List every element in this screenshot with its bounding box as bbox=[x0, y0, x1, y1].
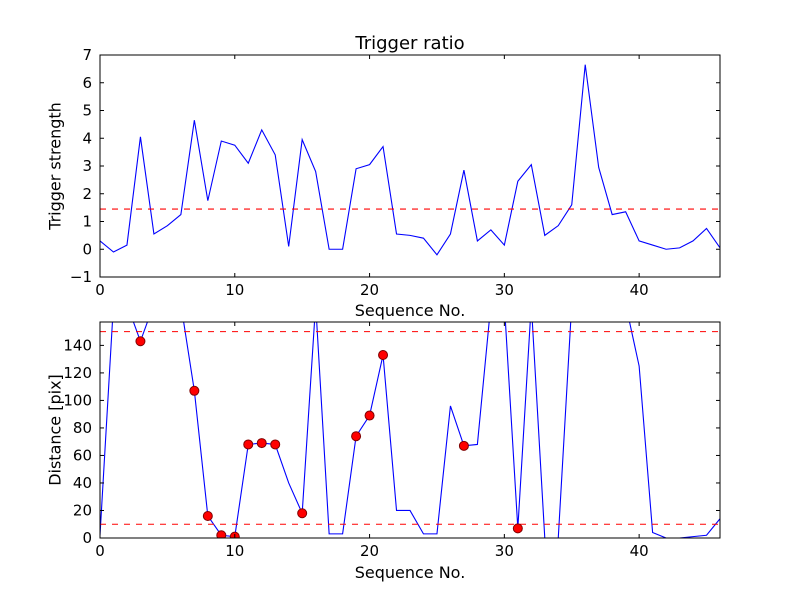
x-tick-label: 10 bbox=[225, 542, 244, 560]
axes-spines bbox=[99, 321, 721, 539]
trigger-marker bbox=[297, 508, 308, 519]
top-x-axis-label: Sequence No. bbox=[354, 301, 466, 320]
y-tick-label: 120 bbox=[63, 364, 92, 382]
trigger-marker bbox=[256, 438, 267, 449]
axes-spines bbox=[99, 54, 721, 278]
trigger-marker bbox=[364, 410, 375, 421]
y-tick-label: 0 bbox=[82, 529, 92, 547]
data-line bbox=[100, 322, 720, 538]
x-tick-label: 30 bbox=[495, 542, 514, 560]
trigger-marker bbox=[351, 431, 362, 442]
y-tick-label: 6 bbox=[82, 74, 92, 92]
y-tick-label: 40 bbox=[73, 474, 92, 492]
trigger-marker bbox=[216, 530, 227, 538]
trigger-marker bbox=[243, 439, 254, 450]
trigger-marker bbox=[512, 523, 523, 534]
trigger-marker bbox=[135, 336, 146, 347]
y-tick-label: 100 bbox=[63, 391, 92, 409]
trigger-marker bbox=[270, 439, 281, 450]
y-tick-label: 80 bbox=[73, 419, 92, 437]
y-tick-label: 0 bbox=[82, 240, 92, 258]
trigger-marker bbox=[458, 440, 469, 451]
trigger-marker bbox=[189, 385, 200, 396]
trigger-marker bbox=[378, 350, 389, 361]
data-line bbox=[100, 64, 720, 256]
x-tick-label: 0 bbox=[95, 542, 105, 560]
y-tick-label: 3 bbox=[82, 157, 92, 175]
y-tick-label: 5 bbox=[82, 102, 92, 120]
x-tick-label: 0 bbox=[95, 281, 105, 299]
y-tick-label: 1 bbox=[82, 213, 92, 231]
x-tick-label: 20 bbox=[360, 542, 379, 560]
y-tick-label: 60 bbox=[73, 446, 92, 464]
y-tick-label: 140 bbox=[63, 336, 92, 354]
trigger-marker bbox=[202, 510, 213, 521]
y-tick-label: −1 bbox=[70, 268, 92, 286]
y-tick-label: 7 bbox=[82, 46, 92, 64]
x-tick-label: 10 bbox=[225, 281, 244, 299]
x-tick-label: 40 bbox=[630, 281, 649, 299]
x-tick-label: 20 bbox=[360, 281, 379, 299]
x-tick-label: 40 bbox=[630, 542, 649, 560]
x-tick-label: 30 bbox=[495, 281, 514, 299]
y-tick-label: 4 bbox=[82, 129, 92, 147]
y-tick-label: 20 bbox=[73, 501, 92, 519]
y-tick-label: 2 bbox=[82, 185, 92, 203]
bottom-x-axis-label: Sequence No. bbox=[354, 563, 466, 582]
chart-title: Trigger ratio bbox=[355, 33, 465, 54]
